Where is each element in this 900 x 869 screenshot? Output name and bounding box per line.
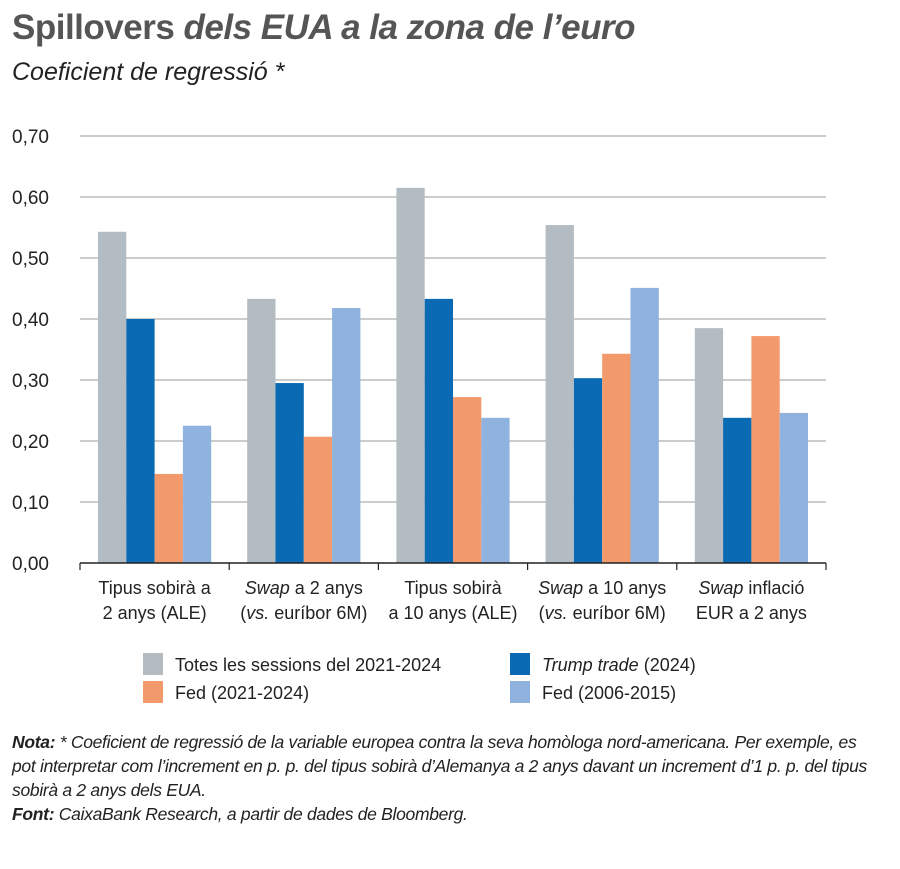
y-tick-label: 0,50 — [12, 249, 49, 270]
bar — [332, 308, 361, 563]
x-category-label: 2 anys (ALE) — [103, 603, 207, 623]
legend-label: Fed (2006-2015) — [542, 683, 676, 703]
x-category-label: Swap inflació — [698, 578, 804, 598]
x-category-label: EUR a 2 anys — [696, 603, 807, 623]
legend-label: Fed (2021-2024) — [175, 683, 309, 703]
chart-subtitle: Coeficient de regressió * — [12, 58, 285, 86]
chart-title: Spillovers dels EUA a la zona de l’euro — [12, 8, 636, 48]
bar — [275, 383, 304, 563]
y-tick-label: 0,40 — [12, 310, 49, 331]
chart-notes: Nota: * Coeficient de regressió de la va… — [12, 730, 872, 826]
x-category-label: Swap a 2 anys — [245, 578, 363, 598]
legend-swatch — [510, 653, 530, 675]
x-category-label: Swap a 10 anys — [538, 578, 666, 598]
bar — [779, 412, 808, 563]
bar — [182, 425, 212, 563]
legend-swatch — [143, 681, 163, 703]
bar — [694, 328, 724, 563]
legend-label: Totes les sessions del 2021-2024 — [175, 655, 441, 675]
bar — [98, 231, 127, 563]
source-label: Font: — [12, 804, 55, 824]
y-tick-label: 0,00 — [12, 554, 49, 575]
x-category-label: Tipus sobirà a — [98, 578, 211, 598]
bar — [126, 319, 155, 563]
bar — [154, 473, 183, 563]
y-tick-label: 0,30 — [12, 371, 49, 392]
y-tick-label: 0,20 — [12, 432, 49, 453]
bar — [453, 397, 482, 563]
bar — [630, 287, 659, 563]
y-tick-label: 0,60 — [12, 188, 49, 209]
bar — [573, 378, 603, 563]
legend-swatch — [510, 681, 530, 703]
title-main: Spillovers — [12, 8, 175, 47]
y-tick-label: 0,70 — [12, 127, 49, 148]
y-tick-label: 0,10 — [12, 493, 49, 514]
bar — [481, 417, 510, 563]
title-italic: dels EUA a la zona de l’euro — [183, 8, 636, 47]
x-category-label: a 10 anys (ALE) — [388, 603, 517, 623]
x-category-label: (vs. euríbor 6M) — [539, 603, 666, 623]
bar — [545, 225, 574, 563]
legend-label: Trump trade (2024) — [542, 655, 696, 675]
x-category-label: (vs. euríbor 6M) — [240, 603, 367, 623]
bar — [424, 298, 453, 563]
bar — [602, 353, 631, 563]
bar — [303, 436, 333, 563]
bar — [247, 298, 276, 563]
x-category-label: Tipus sobirà — [404, 578, 502, 598]
bar — [396, 187, 425, 563]
bar-chart: 0,00 0,10 0,20 0,30 0,40 0,50 0,60 0,70 Tipus so… — [12, 127, 827, 703]
source-text: CaixaBank Research, a partir de dades de… — [54, 804, 468, 824]
bar — [751, 336, 780, 563]
legend-swatch — [143, 653, 163, 675]
bar — [723, 417, 752, 563]
nota-label: Nota: — [12, 732, 56, 752]
nota-text: * Coeficient de regressió de la variable… — [12, 732, 867, 800]
